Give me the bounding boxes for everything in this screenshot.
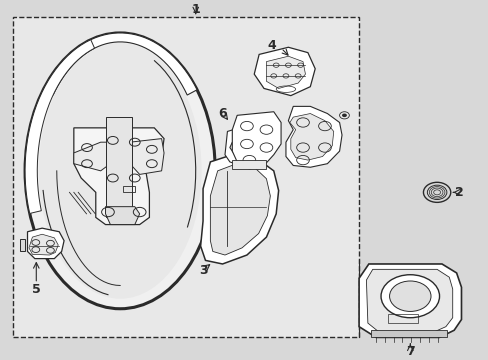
Bar bbox=[370, 330, 446, 337]
Text: 3: 3 bbox=[198, 264, 207, 276]
Text: 1: 1 bbox=[191, 3, 200, 16]
Polygon shape bbox=[74, 142, 110, 171]
Polygon shape bbox=[232, 112, 281, 169]
Ellipse shape bbox=[389, 281, 430, 311]
Bar bbox=[232, 160, 266, 169]
Polygon shape bbox=[43, 33, 197, 95]
Polygon shape bbox=[29, 234, 58, 255]
Text: 7: 7 bbox=[405, 345, 414, 357]
Text: 6: 6 bbox=[218, 107, 226, 120]
Bar bbox=[122, 186, 135, 192]
Polygon shape bbox=[130, 139, 163, 175]
Ellipse shape bbox=[25, 33, 215, 309]
Polygon shape bbox=[25, 40, 94, 213]
Polygon shape bbox=[20, 239, 25, 251]
Ellipse shape bbox=[39, 43, 201, 299]
Ellipse shape bbox=[380, 275, 439, 318]
Polygon shape bbox=[285, 106, 341, 167]
Text: 5: 5 bbox=[32, 283, 41, 296]
Polygon shape bbox=[27, 228, 64, 258]
Polygon shape bbox=[358, 264, 461, 337]
Polygon shape bbox=[74, 128, 163, 225]
Text: 4: 4 bbox=[267, 39, 276, 52]
Polygon shape bbox=[254, 47, 315, 96]
Polygon shape bbox=[366, 269, 452, 332]
Bar bbox=[13, 17, 358, 337]
Text: 2: 2 bbox=[454, 186, 463, 199]
Circle shape bbox=[341, 113, 346, 117]
Polygon shape bbox=[224, 128, 246, 166]
Bar bbox=[387, 314, 417, 323]
Polygon shape bbox=[105, 207, 140, 225]
Polygon shape bbox=[266, 56, 305, 89]
Polygon shape bbox=[289, 113, 333, 160]
Polygon shape bbox=[210, 165, 270, 255]
Bar bbox=[105, 117, 132, 217]
Polygon shape bbox=[200, 155, 278, 264]
